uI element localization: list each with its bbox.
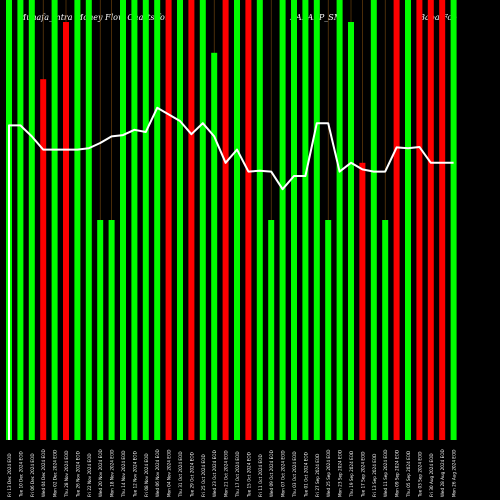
- x-tick-label: Fri 08 Nov 2024 EOD: [144, 453, 149, 497]
- x-tick-label: Wed 25 Sep 2024 EOD: [326, 450, 331, 498]
- x-tick-label: Tue 26 Nov 2024 EOD: [75, 451, 80, 498]
- bar-up: [302, 0, 309, 440]
- bar-up: [370, 0, 377, 440]
- bar-up: [85, 0, 92, 440]
- x-tick-label: Wed 04 Dec 2024 EOD: [41, 449, 46, 497]
- bar-down: [40, 79, 47, 440]
- bar-up: [325, 220, 332, 440]
- x-tick-label: Wed 11 Sep 2024 EOD: [383, 450, 388, 498]
- bar-up: [348, 22, 354, 440]
- bar-up: [177, 0, 183, 440]
- bar-up: [97, 220, 104, 440]
- x-tick-label: Mon 02 Dec 2024 EOD: [53, 450, 58, 497]
- bar-up: [74, 0, 81, 440]
- money-flow-line: [8, 106, 454, 440]
- bar-up: [382, 220, 389, 440]
- x-tick-label: Tue 29 Oct 2024 EOD: [189, 452, 194, 498]
- chart-title-left: Munafa_intra Money Flow Charts for: [18, 13, 169, 22]
- x-tick-label: Wed 06 Nov 2024 EOD: [155, 449, 160, 497]
- bar-down: [439, 0, 446, 440]
- x-tick-label: Mon 07 Oct 2024 EOD: [281, 450, 286, 497]
- bar-up: [120, 0, 126, 440]
- bar-up: [336, 0, 343, 440]
- bar-up: [450, 0, 457, 440]
- bar-down: [416, 0, 423, 440]
- bar-up: [405, 0, 411, 440]
- x-tick-label: Fri 30 Aug 2024 EOD: [429, 453, 434, 497]
- x-tick-label: Mon 23 Sep 2024 EOD: [338, 450, 343, 497]
- bar-down: [222, 0, 229, 440]
- chart-title-right: (Baba Foo: [416, 13, 457, 22]
- bar-up: [313, 0, 320, 440]
- bar-up: [234, 0, 240, 440]
- x-tick-label: Mon 04 Nov 2024 EOD: [167, 450, 172, 497]
- bar-down: [359, 162, 366, 441]
- x-tick-label: Fri 11 Oct 2024 EOD: [258, 454, 263, 497]
- x-tick-label: Tue 17 Sep 2024 EOD: [360, 451, 365, 498]
- bar-up: [279, 0, 286, 440]
- x-tick-label: Fri 27 Sep 2024 EOD: [315, 454, 320, 497]
- bar-up: [131, 0, 138, 440]
- x-tick-label: Tue 10 Dec 2024 EOD: [18, 451, 23, 498]
- bar-up: [211, 52, 218, 441]
- x-tick-label: Mon 18 Nov 2024 EOD: [110, 450, 115, 497]
- x-tick-label: Thu 31 Oct 2024 EOD: [178, 451, 183, 498]
- bar-down: [63, 22, 69, 440]
- bar-down: [188, 0, 195, 440]
- x-tick-label: Mon 26 Aug 2024 EOD: [452, 450, 457, 497]
- x-tick-label: Mon 21 Oct 2024 EOD: [224, 450, 229, 497]
- x-tick-label: Wed 28 Aug 2024 EOD: [440, 449, 445, 497]
- x-tick-label: Wed 23 Oct 2024 EOD: [212, 450, 217, 497]
- bar-down: [427, 0, 434, 440]
- x-tick-label: Tue 03 Sep 2024 EOD: [417, 451, 422, 498]
- bar-up: [268, 220, 275, 440]
- bar-down: [393, 0, 400, 440]
- x-tick-label: Tue 12 Nov 2024 EOD: [132, 451, 137, 498]
- x-tick-label: Thu 05 Sep 2024 EOD: [406, 451, 411, 498]
- x-tick-label: Fri 25 Oct 2024 EOD: [201, 454, 206, 497]
- x-tick-label: Wed 09 Oct 2024 EOD: [269, 450, 274, 497]
- x-tick-label: Fri 22 Nov 2024 EOD: [87, 453, 92, 497]
- x-tick-label: Tue 15 Oct 2024 EOD: [246, 452, 251, 498]
- bar-up: [17, 0, 24, 440]
- x-tick-label: Thu 28 Nov 2024 EOD: [64, 450, 69, 498]
- bar-up: [291, 0, 297, 440]
- bar-up: [256, 0, 263, 440]
- bar-up: [199, 0, 206, 440]
- x-tick-label: Thu 19 Sep 2024 EOD: [349, 451, 354, 498]
- x-tick-label: Fri 13 Sep 2024 EOD: [372, 454, 377, 497]
- bar-up: [51, 0, 58, 440]
- x-tick-label: Thu 17 Oct 2024 EOD: [235, 451, 240, 498]
- x-tick-label: Mon 09 Sep 2024 EOD: [395, 450, 400, 497]
- x-tick-label: Wed 20 Nov 2024 EOD: [98, 449, 103, 497]
- bar-up: [28, 0, 35, 440]
- bar-down: [245, 0, 252, 440]
- bar-up: [108, 220, 115, 440]
- bar-down: [165, 0, 172, 440]
- x-tick-label: Thu 14 Nov 2024 EOD: [121, 450, 126, 498]
- x-tick-label: Fri 06 Dec 2024 EOD: [30, 453, 35, 497]
- x-tick-label: Fri 13 Dec 2024 EOD: [7, 453, 12, 497]
- x-tick-label: Tue 01 Oct 2024 EOD: [303, 452, 308, 498]
- bar-up: [154, 0, 161, 440]
- bar-up: [142, 0, 149, 440]
- x-tick-label: Thu 03 Oct 2024 EOD: [292, 451, 297, 498]
